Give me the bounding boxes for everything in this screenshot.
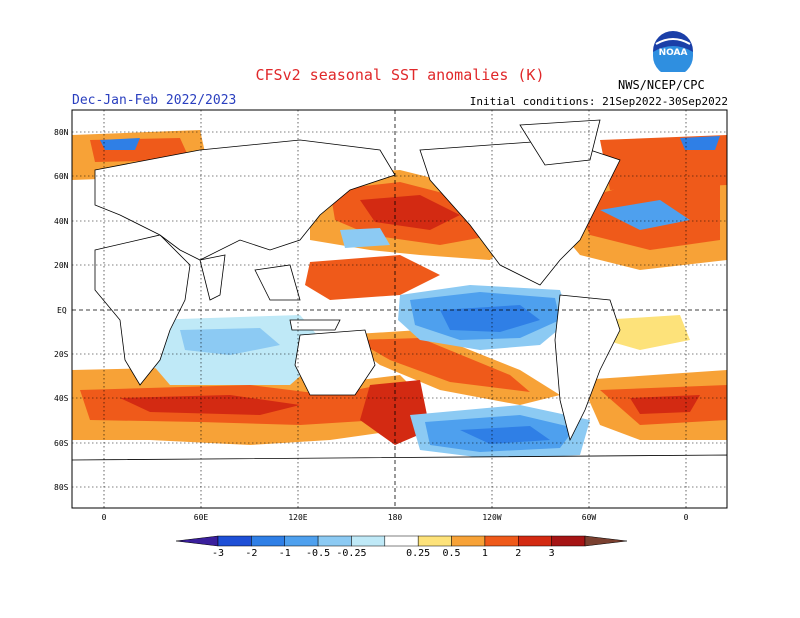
colorbar-label: -0.5 [306, 548, 330, 559]
lon-tick: 180 [388, 513, 403, 522]
initial-conditions: Initial conditions: 21Sep2022-30Sep2022 [469, 95, 728, 108]
colorbar-swatch [451, 535, 486, 547]
map-frame [71, 109, 728, 509]
colorbar-swatch [351, 535, 386, 547]
colorbar-max-arrow [584, 535, 628, 547]
colorbar-swatch [284, 535, 319, 547]
colorbar-swatch [384, 535, 419, 547]
colorbar-swatch [484, 535, 519, 547]
colorbar-swatch [551, 535, 586, 547]
lat-tick: 40S [54, 394, 69, 403]
colorbar-label: 2 [515, 548, 521, 559]
colorbar-swatch [518, 535, 552, 547]
colorbar-min-arrow [175, 535, 219, 547]
continents [72, 119, 727, 508]
colorbar-swatch [417, 535, 452, 547]
colorbar: -3 -2 -1 -0.5 -0.25 0.25 0.5 1 2 3 [175, 535, 628, 559]
colorbar-label: -0.25 [336, 548, 366, 559]
lat-tick: 40N [54, 217, 69, 226]
colorbar-swatch [317, 535, 352, 547]
colorbar-label: -3 [212, 548, 224, 559]
colorbar-label: -2 [245, 548, 257, 559]
lon-tick: 0 [684, 513, 689, 522]
noaa-logo: NOAA [653, 31, 693, 72]
reference-lines [72, 110, 727, 508]
colorbar-swatch [251, 535, 285, 547]
lat-tick: 20S [54, 350, 69, 359]
latitude-labels: 80N 60N 40N 20N EQ 20S 40S 60S 80S [54, 128, 69, 492]
noaa-logo-text: NOAA [659, 48, 688, 58]
lon-tick: 120W [482, 513, 501, 522]
colorbar-label: 0.5 [443, 548, 461, 559]
colorbar-label: -1 [279, 548, 291, 559]
colorbar-swatch [217, 535, 252, 547]
lat-tick: 60S [54, 439, 69, 448]
lat-tick: EQ [57, 306, 67, 315]
lat-tick: 20N [54, 261, 69, 270]
colorbar-label: 0.25 [406, 548, 430, 559]
forecast-period: Dec-Jan-Feb 2022/2023 [72, 93, 237, 108]
lat-tick: 80S [54, 483, 69, 492]
lon-tick: 120E [288, 513, 307, 522]
lon-tick: 60E [194, 513, 209, 522]
longitude-labels: 0 60E 120E 180 120W 60W 0 [102, 513, 689, 522]
lat-tick: 60N [54, 172, 69, 181]
anomaly-field [72, 110, 727, 508]
gridlines [72, 110, 727, 508]
lon-tick: 60W [582, 513, 597, 522]
colorbar-label: 3 [549, 548, 555, 559]
agency-label: NWS/NCEP/CPC [618, 78, 705, 92]
map-title: CFSv2 seasonal SST anomalies (K) [255, 66, 545, 84]
lat-tick: 80N [54, 128, 69, 137]
lon-tick: 0 [102, 513, 107, 522]
colorbar-label: 1 [482, 548, 488, 559]
